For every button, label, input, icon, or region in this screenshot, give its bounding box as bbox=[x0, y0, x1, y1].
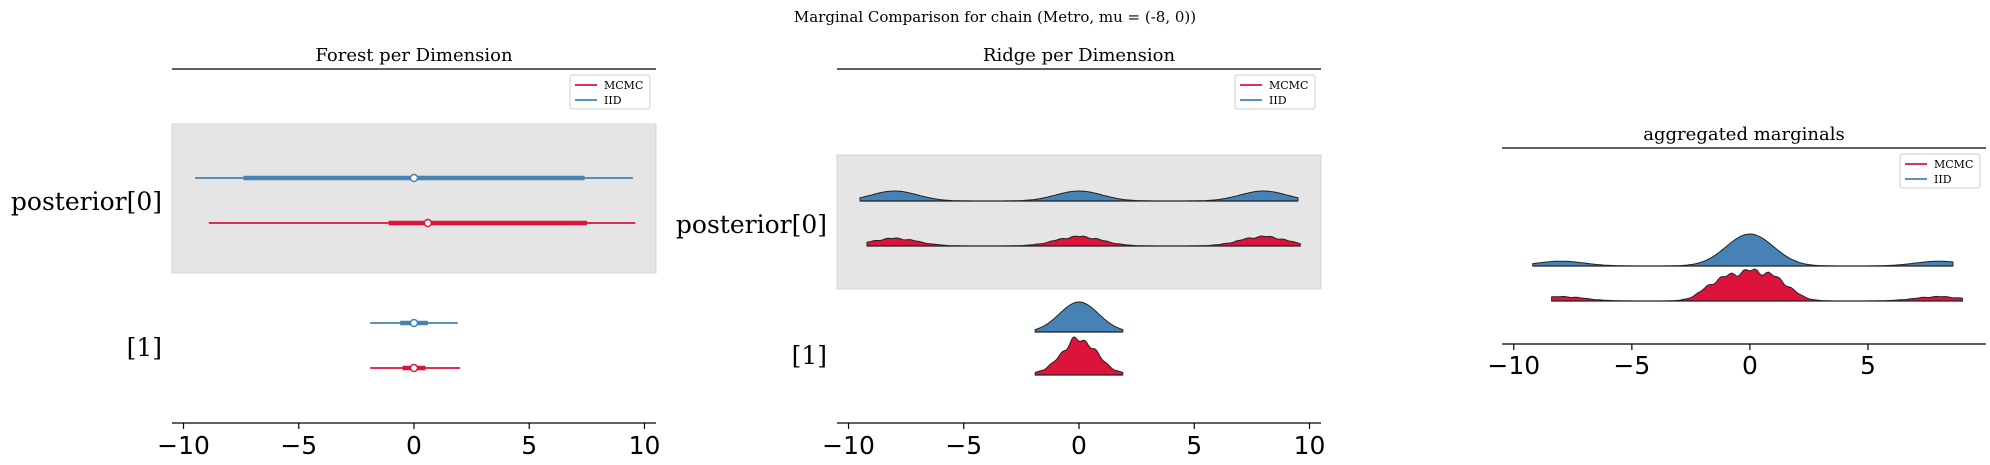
density-ridge bbox=[866, 235, 1301, 247]
x-tick-label: −5 bbox=[1613, 351, 1650, 380]
row-label: [1] bbox=[792, 341, 827, 370]
row-label: posterior[0] bbox=[676, 210, 827, 239]
legend-label-mcmc: MCMC bbox=[604, 79, 643, 92]
ridge-panel: Ridge per Dimension posterior[0] [1] −10 −5 0… bbox=[676, 45, 1325, 460]
median-point bbox=[409, 318, 419, 328]
x-tick-label: 0 bbox=[1742, 351, 1758, 380]
legend-label-mcmc: MCMC bbox=[1269, 79, 1308, 92]
x-tick-label: −10 bbox=[1487, 351, 1540, 380]
panel-title: Ridge per Dimension bbox=[983, 45, 1176, 66]
density-ridge bbox=[1034, 301, 1124, 333]
x-tick-label: −5 bbox=[280, 431, 317, 460]
figure-suptitle: Marginal Comparison for chain (Metro, mu… bbox=[794, 8, 1196, 26]
median-point bbox=[423, 218, 433, 228]
density-ridge bbox=[1551, 268, 1963, 302]
x-tick-label: 0 bbox=[1071, 431, 1087, 460]
legend-label-iid: IID bbox=[604, 94, 622, 107]
x-tick-label: −5 bbox=[945, 431, 982, 460]
x-tick-label: 5 bbox=[1860, 351, 1876, 380]
x-tick-label: −10 bbox=[157, 431, 210, 460]
x-tick-label: 5 bbox=[521, 431, 537, 460]
shaded-row-band bbox=[171, 123, 657, 274]
x-tick-label: 0 bbox=[406, 431, 422, 460]
row-label: [1] bbox=[127, 333, 162, 362]
x-tick-label: −10 bbox=[822, 431, 875, 460]
panel-title: Forest per Dimension bbox=[315, 45, 513, 66]
forest-panel: Forest per Dimension posterior[0] [1] −10 −5… bbox=[11, 45, 660, 460]
density-ridge bbox=[1532, 233, 1954, 267]
x-tick-label: 5 bbox=[1186, 431, 1202, 460]
panel-title: aggregated marginals bbox=[1643, 124, 1844, 145]
median-point bbox=[409, 363, 419, 373]
density-ridge bbox=[859, 190, 1299, 202]
aggregated-marginals-panel: aggregated marginals −10 −5 0 5 MCMC IID bbox=[1487, 124, 1986, 380]
x-tick-label: 10 bbox=[629, 431, 661, 460]
row-label: posterior[0] bbox=[11, 187, 162, 216]
legend-label-iid: IID bbox=[1934, 173, 1952, 186]
x-tick-label: 10 bbox=[1294, 431, 1326, 460]
median-point bbox=[409, 173, 419, 183]
legend-label-iid: IID bbox=[1269, 94, 1287, 107]
legend-label-mcmc: MCMC bbox=[1934, 158, 1973, 171]
density-ridge bbox=[1034, 336, 1124, 376]
shaded-row-band bbox=[836, 154, 1322, 290]
